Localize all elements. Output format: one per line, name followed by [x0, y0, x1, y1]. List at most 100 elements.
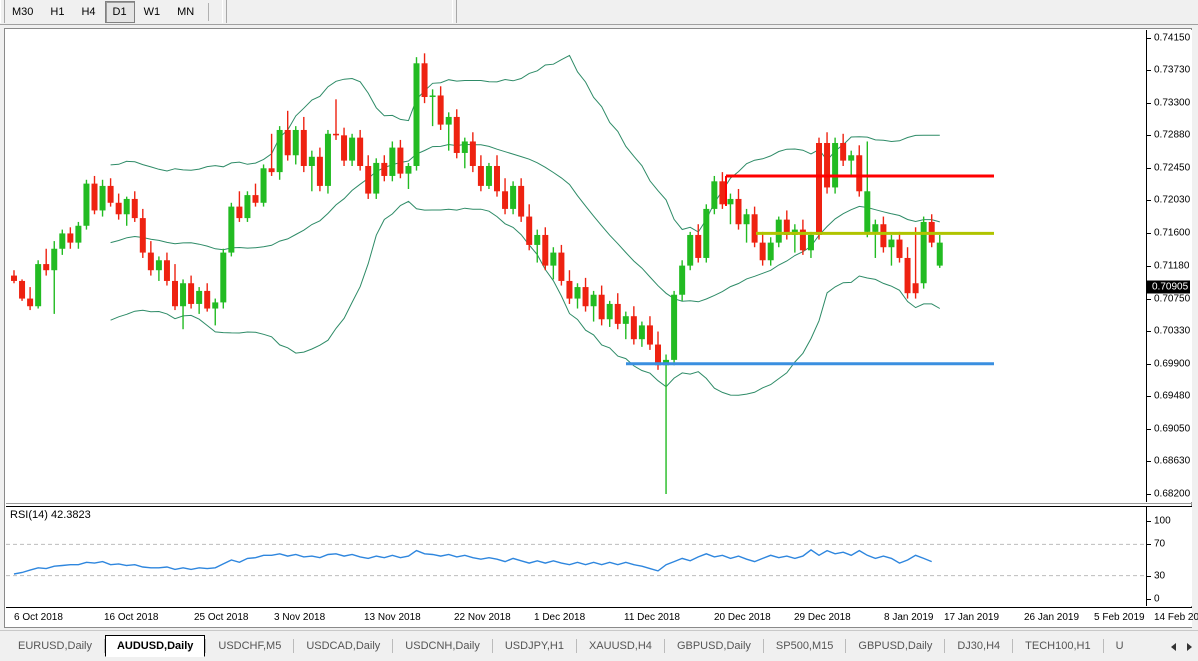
price-tick [1147, 168, 1151, 170]
toolbar-grip-3[interactable] [452, 0, 457, 23]
timeframe-h4[interactable]: H4 [81, 6, 96, 18]
timeframe-h1[interactable]: H1 [50, 6, 65, 18]
date-tick-label: 25 Oct 2018 [194, 612, 249, 623]
chart-tab-sp500-m15[interactable]: SP500,M15 [775, 640, 834, 652]
price-tick-label: 0.72030 [1154, 194, 1191, 206]
rsi-tick [1147, 544, 1151, 546]
price-chart-pane[interactable] [6, 30, 1146, 502]
chart-tab-usdcad-daily[interactable]: USDCAD,Daily [306, 640, 381, 652]
date-tick-label: 16 Oct 2018 [104, 612, 159, 623]
price-tick [1147, 363, 1151, 365]
candle-body [324, 133, 331, 186]
candle-body [236, 206, 243, 219]
candle-body [453, 116, 460, 153]
rsi-axis: 100 70 30 0 [1146, 506, 1192, 606]
candle-body [180, 283, 187, 307]
candle-body [832, 142, 839, 188]
tab-separator [293, 639, 295, 653]
chart-tab-u[interactable]: U [1115, 640, 1124, 652]
candle-body [888, 239, 895, 248]
chart-tab-usdcnh-daily[interactable]: USDCNH,Daily [405, 640, 480, 652]
candle-body [163, 260, 170, 281]
chart-tab-tech100-h1[interactable]: TECH100,H1 [1025, 640, 1091, 652]
candle-body [510, 185, 517, 209]
candle-body [896, 239, 903, 258]
candle-body [727, 198, 734, 205]
timeframe-m30[interactable]: M30 [12, 6, 34, 18]
price-tick-label: 0.71180 [1154, 260, 1190, 272]
candle-body [421, 63, 428, 98]
tab-separator [491, 639, 493, 653]
price-tick-label: 0.70330 [1154, 325, 1191, 337]
candle-body [655, 344, 661, 366]
price-tick [1147, 70, 1151, 72]
candle-body [526, 216, 533, 245]
date-tick-label: 11 Dec 2018 [624, 612, 680, 623]
bollinger-upper [110, 54, 940, 233]
toolbar-grip-2[interactable] [222, 0, 227, 23]
candle-body [107, 185, 114, 203]
date-tick-label: 22 Nov 2018 [454, 612, 511, 623]
candle-body [276, 129, 283, 173]
chart-tab-gbpusd-daily[interactable]: GBPUSD,Daily [676, 640, 751, 652]
tab-separator [845, 639, 847, 653]
timeframe-mn[interactable]: MN [177, 6, 195, 18]
candle-body [91, 183, 98, 211]
candle-body [936, 242, 943, 266]
chart-area: AUDUSD,Daily 0.70950 0.71070 0.70864 0.7… [4, 28, 1198, 628]
scroll-right-icon[interactable] [1187, 643, 1192, 651]
price-tick [1147, 265, 1151, 267]
candle-body [590, 294, 597, 307]
candle-body [429, 95, 436, 98]
scroll-left-icon[interactable] [1171, 643, 1176, 651]
candle-body [357, 137, 364, 166]
timeframe-d1[interactable]: D1 [104, 1, 135, 23]
rsi-pane[interactable]: RSI(14) 42.3823 [6, 506, 1146, 606]
candle-body [606, 303, 613, 320]
time-axis[interactable]: 6 Oct 2018 16 Oct 2018 25 Oct 2018 3 Nov 20… [6, 607, 1198, 627]
candle-body [735, 198, 742, 225]
date-tick-label: 1 Dec 2018 [534, 612, 586, 623]
chart-tab-gbpusd-daily[interactable]: GBPUSD,Daily [858, 640, 933, 652]
rsi-label: RSI(14) 42.3823 [10, 509, 91, 521]
candle-body [550, 252, 557, 266]
rsi-tick [1147, 599, 1151, 600]
chart-tab-eurusd-daily[interactable]: EURUSD,Daily [18, 640, 92, 652]
price-tick-label: 0.73730 [1154, 64, 1191, 76]
price-tick [1147, 103, 1151, 105]
chart-tab-audusd-daily[interactable]: AUDUSD,Daily [104, 635, 206, 657]
candle-body [711, 181, 718, 209]
candle-body [872, 224, 879, 232]
candle-body [477, 165, 484, 186]
rsi-svg [6, 543, 1146, 577]
chart-tab-usdjpy-h1[interactable]: USDJPY,H1 [504, 640, 564, 652]
candle-body [373, 162, 380, 194]
rsi-tick-label: 100 [1154, 515, 1171, 527]
candle-body [228, 206, 235, 253]
candle-body [83, 183, 90, 226]
candle-body [751, 214, 758, 243]
candle-body [518, 185, 525, 217]
candle-body [558, 252, 565, 281]
chart-tab-usdchf-m5[interactable]: USDCHF,M5 [218, 640, 282, 652]
candle-body [679, 265, 686, 295]
date-tick-label: 29 Dec 2018 [794, 612, 851, 623]
price-axis[interactable]: 0.74150 0.73730 0.73300 0.72880 0.72450 0.720… [1146, 30, 1192, 502]
candle-body [333, 133, 339, 136]
chart-tab-xauusd-h4[interactable]: XAUUSD,H4 [588, 640, 652, 652]
price-tick [1147, 38, 1151, 39]
rsi-tick [1147, 575, 1151, 577]
timeframe-w1[interactable]: W1 [143, 6, 161, 18]
candle-body [582, 287, 589, 307]
toolbar-grip[interactable] [0, 0, 5, 23]
timeframe-buttons: M30 H1 H4 D1 W1 MN [4, 1, 214, 23]
candle-body [912, 283, 919, 294]
chart-tab-dj30-h4[interactable]: DJ30,H4 [957, 640, 1001, 652]
price-tick-label: 0.69900 [1154, 358, 1191, 370]
candle-body [19, 280, 26, 299]
candle-body [188, 283, 195, 304]
price-tick [1147, 461, 1151, 463]
date-tick-label: 3 Nov 2018 [274, 612, 326, 623]
candle-body [292, 129, 299, 156]
candle-body [646, 325, 653, 345]
